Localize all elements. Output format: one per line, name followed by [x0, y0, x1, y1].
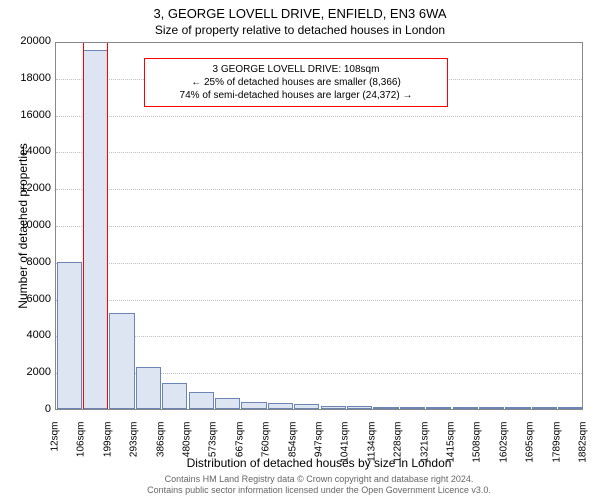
histogram-bar: [479, 407, 504, 409]
histogram-bar: [321, 406, 346, 409]
y-tick-label: 0: [6, 403, 51, 415]
y-tick-label: 14000: [6, 145, 51, 157]
gridline: [56, 189, 582, 190]
gridline: [56, 226, 582, 227]
histogram-bar: [215, 398, 240, 409]
histogram-bar: [294, 404, 319, 409]
chart-container: 3, GEORGE LOVELL DRIVE, ENFIELD, EN3 6WA…: [0, 0, 600, 500]
y-tick-label: 8000: [6, 256, 51, 268]
y-tick-label: 2000: [6, 366, 51, 378]
histogram-bar: [558, 407, 583, 409]
y-tick-label: 6000: [6, 293, 51, 305]
callout-line3: 74% of semi-detached houses are larger (…: [151, 89, 441, 102]
histogram-bar: [400, 407, 425, 409]
callout-box: 3 GEORGE LOVELL DRIVE: 108sqm ← 25% of d…: [144, 58, 448, 107]
y-tick-label: 20000: [6, 35, 51, 47]
footer-line1: Contains HM Land Registry data © Crown c…: [55, 474, 583, 485]
gridline: [56, 263, 582, 264]
histogram-bar: [162, 383, 187, 409]
chart-title: 3, GEORGE LOVELL DRIVE, ENFIELD, EN3 6WA: [0, 6, 600, 21]
footer-line2: Contains public sector information licen…: [55, 485, 583, 496]
plot-area: 3 GEORGE LOVELL DRIVE: 108sqm ← 25% of d…: [55, 42, 583, 410]
gridline: [56, 152, 582, 153]
y-tick-label: 12000: [6, 182, 51, 194]
histogram-bar: [453, 407, 478, 409]
gridline: [56, 300, 582, 301]
histogram-bar: [268, 403, 293, 409]
histogram-bar: [505, 407, 530, 409]
gridline: [56, 116, 582, 117]
histogram-bar: [136, 367, 161, 409]
y-tick-label: 18000: [6, 72, 51, 84]
histogram-bar: [57, 262, 82, 409]
histogram-bar: [347, 406, 372, 409]
callout-line2: ← 25% of detached houses are smaller (8,…: [151, 76, 441, 89]
highlight-lines: [83, 43, 108, 409]
histogram-bar: [109, 313, 134, 409]
gridline: [56, 336, 582, 337]
y-tick-label: 10000: [6, 219, 51, 231]
histogram-bar: [532, 407, 557, 409]
histogram-bar: [241, 402, 266, 409]
y-tick-label: 16000: [6, 109, 51, 121]
histogram-bar: [189, 392, 214, 409]
callout-line1: 3 GEORGE LOVELL DRIVE: 108sqm: [151, 63, 441, 76]
chart-subtitle: Size of property relative to detached ho…: [0, 23, 600, 37]
histogram-bar: [426, 407, 451, 409]
footer-attribution: Contains HM Land Registry data © Crown c…: [55, 474, 583, 496]
y-tick-label: 4000: [6, 329, 51, 341]
x-axis-label: Distribution of detached houses by size …: [55, 456, 583, 470]
histogram-bar: [373, 407, 398, 409]
